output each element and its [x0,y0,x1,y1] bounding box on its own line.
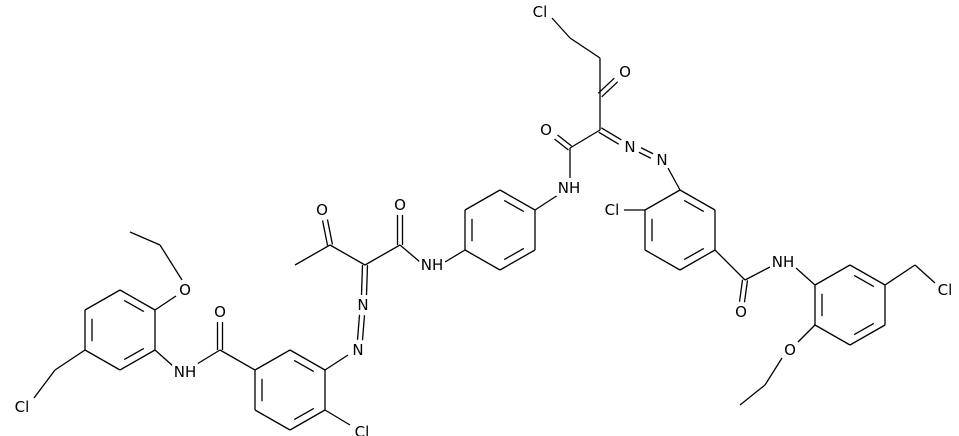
bond [679,189,716,211]
atom-label: Cl [355,423,370,436]
bond [499,249,536,271]
bond [503,247,525,261]
bond [683,199,705,213]
bond [849,264,886,286]
bond [640,147,654,155]
atom-label: NH [421,256,444,274]
bond [667,167,681,191]
bond [551,17,571,39]
atom-label: O [179,281,191,299]
atom-label: Cl [533,3,548,21]
bond [644,249,681,271]
bond [638,151,652,159]
bond [365,265,369,296]
bond [84,289,121,311]
bond [444,249,466,263]
bonds [33,17,936,431]
bond [554,138,569,151]
atom-label: NH [174,363,197,381]
bond [329,244,366,266]
bond [679,249,716,271]
atom-label: O [784,341,796,359]
atom-label: Cl [605,201,620,219]
bond [361,315,366,341]
bond [360,264,364,295]
bond [814,264,851,286]
bond [534,194,559,211]
bond [499,189,536,211]
atom-label: O [619,63,631,81]
atom-label: O [735,303,747,321]
atom-labels: Cl O O N N NH Cl O O NH NH Cl N O N O O O NH Cl Cl [12,0,956,436]
bond [129,231,161,246]
bond [464,189,501,211]
bond [324,409,351,426]
bond [569,37,601,59]
atom-label: O [316,201,328,219]
bond [119,349,156,371]
bond [853,274,875,288]
bond [294,244,331,266]
bond [119,289,156,311]
atom-label: O [214,303,226,321]
bond [764,357,783,386]
bond [84,349,121,371]
bond [503,199,525,213]
bond [849,324,886,346]
atom-label: Cl [938,281,953,299]
bond [321,220,329,246]
bond [289,409,326,431]
bond [797,324,816,343]
bond [324,354,349,371]
bond [853,322,875,336]
atom-label: N [624,138,635,156]
bond [399,244,421,263]
bond [884,264,916,286]
bond [293,407,315,421]
bond [714,249,746,281]
bond [254,409,291,431]
bond [54,349,86,371]
bond [814,324,851,346]
bond [795,267,816,286]
atom-label: N [352,341,363,359]
bond [600,127,622,141]
bond [289,349,326,371]
bond [743,280,749,303]
bond [597,77,615,94]
bond [598,131,620,145]
bond [557,134,572,147]
bond [196,349,221,365]
bond [154,349,174,367]
bond [739,384,766,406]
bond [644,189,681,211]
bond [33,369,56,399]
bond [914,264,936,284]
bond [293,359,315,373]
bond [738,279,744,302]
bond [364,244,401,266]
bond [159,244,183,281]
bond [219,349,256,371]
atom-label: Cl [15,398,30,416]
bond [356,314,361,340]
atom-label: O [394,196,406,214]
bond [154,295,177,311]
atom-label: N [656,151,667,169]
bond [254,349,291,371]
bond [744,266,771,281]
bond [326,219,334,245]
atom-label: N [357,296,368,314]
atom-label: O [540,121,552,139]
atom-label: NH [772,253,795,271]
atom-label: NH [558,179,581,197]
bond [683,247,705,261]
bond [464,249,501,271]
bond [601,81,619,98]
bond [569,129,601,149]
bond [123,299,145,313]
bond [123,347,145,361]
